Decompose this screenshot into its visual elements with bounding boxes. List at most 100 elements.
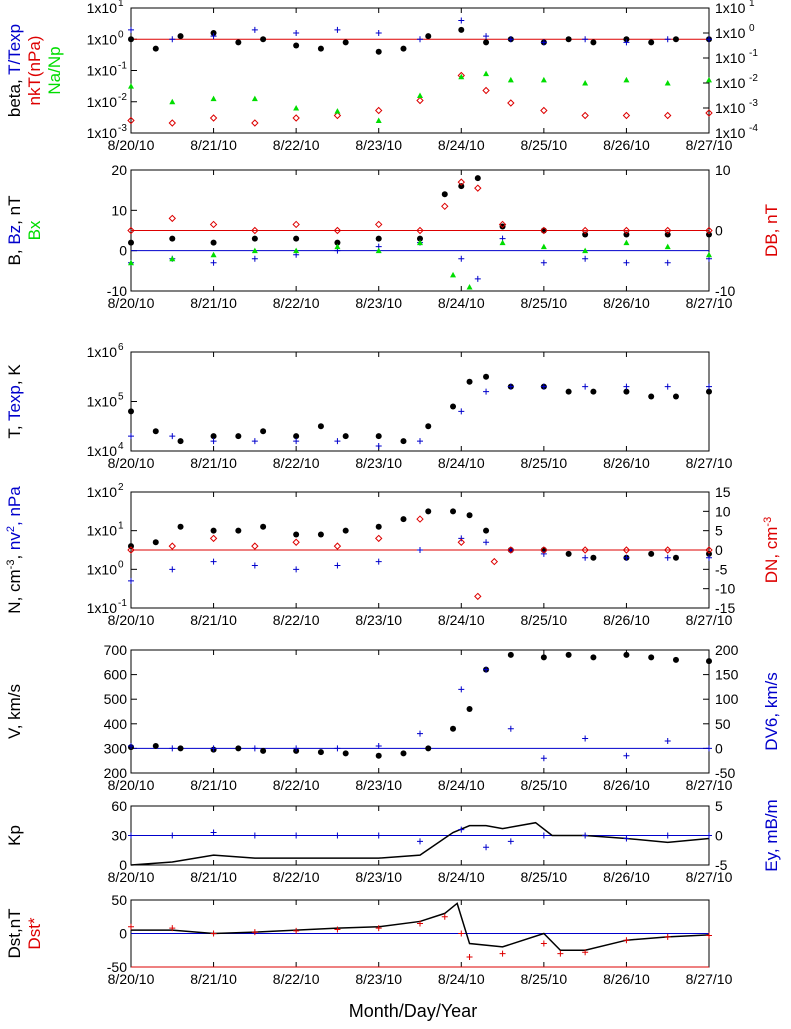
data-point	[474, 275, 481, 282]
data-point	[177, 33, 184, 40]
data-point	[251, 542, 259, 550]
data-point	[706, 388, 712, 395]
x-tick-label: 8/21/10	[190, 137, 237, 153]
data-point	[317, 423, 324, 430]
data-point	[293, 832, 300, 839]
data-point	[458, 17, 465, 24]
data-point	[425, 423, 432, 430]
y-axis-label: beta, T/Texp	[5, 24, 24, 117]
y-axis-label-part: T/Texp	[5, 24, 24, 75]
data-point	[334, 108, 341, 114]
series-line	[131, 902, 710, 951]
data-point	[540, 654, 547, 661]
data-point	[705, 226, 713, 235]
y-axis-label: N, cm-3, nv2, nPa	[5, 486, 24, 614]
data-point	[623, 752, 630, 759]
x-tick-label: 8/26/10	[603, 455, 650, 471]
data-point	[498, 220, 507, 229]
data-point	[375, 30, 382, 36]
y2-axis-label-part: DN, cm	[762, 527, 781, 584]
y-tick-exponent: 2	[118, 482, 124, 493]
data-point	[458, 408, 465, 415]
data-point	[623, 36, 630, 43]
x-tick-label: 8/20/10	[108, 295, 155, 311]
y2-tick-label: 100	[715, 691, 739, 707]
y-tick-label: 1x10	[87, 125, 118, 141]
y-tick-label: 1x10	[87, 344, 118, 360]
data-point	[582, 949, 589, 956]
data-point	[209, 534, 218, 543]
y-tick-label: 700	[104, 642, 128, 658]
y-tick-label: 600	[104, 667, 128, 683]
data-point	[540, 226, 548, 235]
y-tick-label: 30	[111, 828, 127, 844]
data-point	[375, 220, 383, 229]
x-axis-title: Month/Day/Year	[349, 1001, 477, 1021]
data-point	[540, 76, 547, 83]
x-tick-label: 8/24/10	[438, 612, 485, 628]
data-point	[210, 239, 217, 246]
data-point	[128, 239, 134, 246]
data-point	[210, 745, 217, 752]
x-tick-label: 8/25/10	[520, 971, 567, 987]
x-tick-label: 8/27/10	[686, 971, 733, 987]
y-tick-label: 1x10	[87, 0, 118, 16]
x-tick-label: 8/21/10	[190, 295, 237, 311]
y2-axis-label: DB, nT	[762, 204, 781, 257]
data-point	[177, 438, 184, 445]
data-point	[210, 259, 217, 266]
data-point	[417, 239, 423, 246]
data-point	[590, 388, 597, 395]
panel-t: 8/20/10 8/21/10 8/22/10 8/23/10 8/24/10 8/25/…	[5, 342, 733, 471]
data-point	[450, 271, 457, 278]
data-point	[483, 373, 490, 380]
x-tick-label: 8/23/10	[355, 137, 402, 153]
data-point	[458, 183, 465, 190]
data-point	[293, 745, 300, 752]
data-point	[375, 925, 382, 932]
y2-axis-label-part: DV6, km/s	[762, 672, 781, 750]
data-point	[540, 755, 547, 762]
data-point	[507, 546, 515, 554]
data-point	[333, 226, 342, 235]
data-point	[168, 119, 176, 127]
data-point	[334, 26, 341, 33]
data-point	[293, 566, 300, 573]
data-point	[400, 516, 407, 523]
data-point	[483, 70, 490, 77]
data-point	[540, 259, 547, 266]
x-tick-label: 8/24/10	[438, 777, 485, 793]
data-point	[540, 243, 547, 250]
y2-axis-label: DV6, km/s	[762, 672, 781, 750]
data-point	[251, 832, 258, 839]
data-point	[169, 745, 176, 752]
data-point	[582, 383, 589, 390]
data-point	[466, 512, 473, 519]
data-point	[251, 929, 258, 936]
y-axis-label: Na/Np	[45, 46, 64, 94]
data-point	[417, 438, 423, 445]
y-axis-label-part: beta,	[5, 75, 24, 117]
data-point	[334, 438, 341, 445]
data-point	[169, 235, 176, 242]
x-tick-label: 8/23/10	[355, 295, 402, 311]
data-point	[483, 527, 490, 534]
x-tick-label: 8/21/10	[190, 869, 237, 885]
data-point	[251, 235, 258, 242]
data-point	[664, 383, 671, 390]
data-point	[375, 523, 382, 530]
y-tick-exponent: 4	[118, 441, 124, 452]
data-point	[706, 554, 712, 561]
data-point	[169, 832, 176, 839]
data-point	[507, 725, 514, 732]
data-point	[507, 838, 514, 845]
data-point	[375, 433, 382, 440]
data-point	[417, 36, 423, 43]
data-point	[210, 438, 217, 445]
y-tick-exponent: 5	[118, 392, 124, 403]
data-point	[581, 546, 589, 554]
data-point	[400, 438, 407, 445]
data-point	[582, 80, 589, 86]
y-axis-label: Dst*	[25, 917, 44, 950]
x-tick-label: 8/20/10	[108, 612, 155, 628]
